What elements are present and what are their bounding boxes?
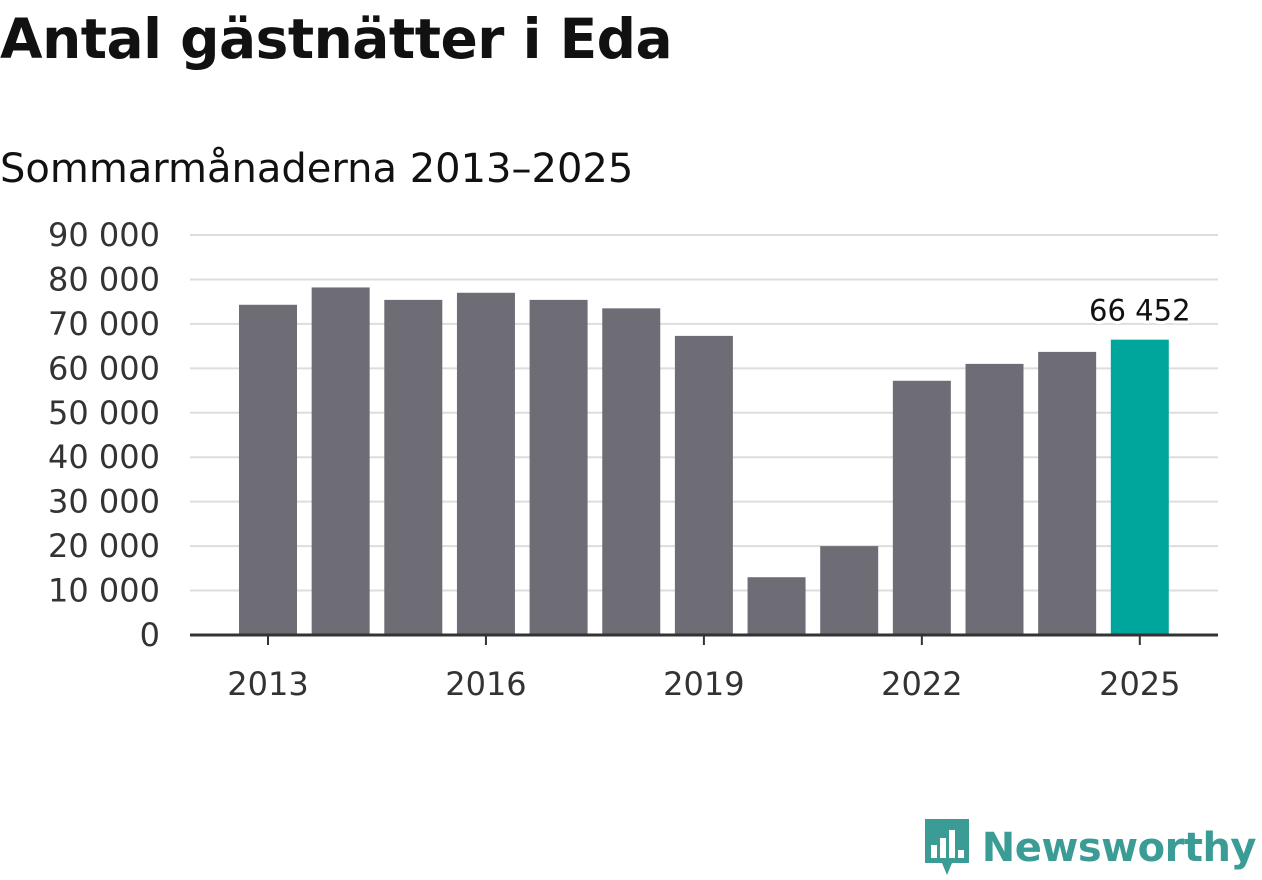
- data-label-highlight: 66 452: [1089, 294, 1190, 328]
- bar: [965, 363, 1024, 635]
- y-tick-label: 0: [140, 616, 160, 654]
- x-tick-label: 2016: [445, 665, 526, 703]
- brand-name: Newsworthy: [981, 825, 1257, 871]
- y-tick-label: 30 000: [48, 483, 160, 521]
- data-labels: 66 452: [1086, 291, 1193, 331]
- bar-highlight: [1110, 339, 1169, 635]
- y-tick-label: 10 000: [48, 572, 160, 610]
- y-tick-label: 80 000: [48, 260, 160, 298]
- x-tick-label: 2025: [1099, 665, 1180, 703]
- brand-logo: Newsworthy: [922, 816, 1257, 880]
- x-tick-label: 2019: [663, 665, 744, 703]
- chart-title: Antal gästnätter i Eda: [0, 7, 673, 71]
- bar: [1038, 351, 1097, 635]
- x-tick-label: 2013: [227, 665, 308, 703]
- bar: [820, 546, 879, 635]
- y-tick-label: 20 000: [48, 527, 160, 565]
- chart-subtitle: Sommarmånaderna 2013–2025: [0, 146, 634, 192]
- y-tick-label: 60 000: [48, 349, 160, 387]
- newsworthy-logo-icon: [924, 819, 969, 875]
- bar: [311, 287, 370, 635]
- bar: [239, 304, 297, 635]
- bar: [892, 380, 951, 635]
- y-tick-label: 90 000: [48, 216, 160, 254]
- bar: [384, 299, 443, 635]
- bar: [747, 577, 806, 635]
- bar: [674, 335, 733, 635]
- bar: [602, 308, 661, 635]
- bar: [456, 292, 515, 635]
- y-tick-label: 50 000: [48, 394, 160, 432]
- y-tick-label: 40 000: [48, 438, 160, 476]
- bars: [239, 287, 1169, 635]
- x-tick-label: 2022: [881, 665, 962, 703]
- y-tick-label: 70 000: [48, 305, 160, 343]
- bar: [529, 299, 588, 635]
- y-axis-tick-labels: 0 10 000 20 000 30 000 40 000 50 000 60 000 70 …: [48, 216, 160, 654]
- x-axis-ticks: 2013 2016 2019 2022 2025: [227, 635, 1181, 703]
